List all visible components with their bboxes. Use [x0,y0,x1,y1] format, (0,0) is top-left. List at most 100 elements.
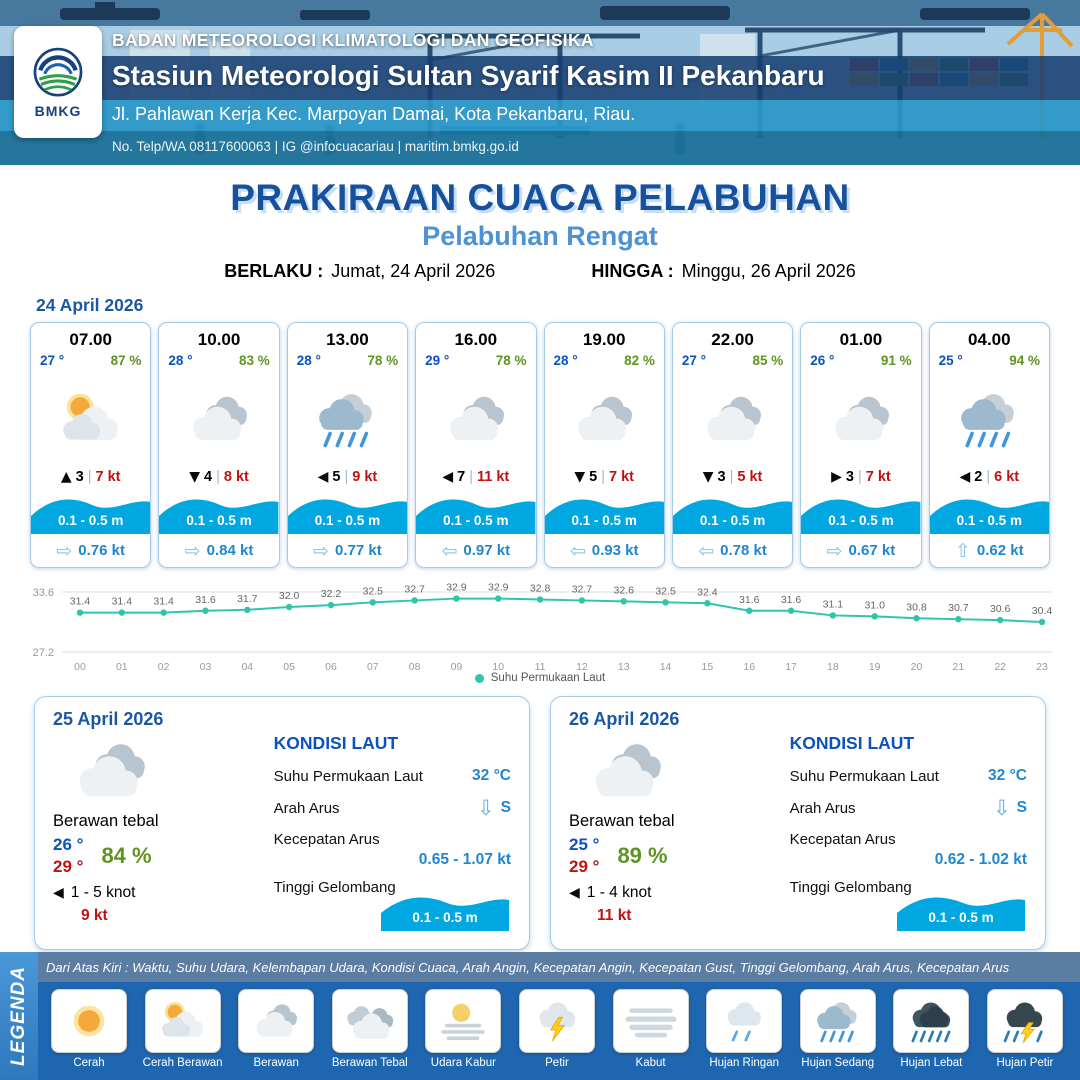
legend-item: Kabut [606,989,696,1080]
station-band [0,56,1080,100]
current-speed: 0.76 kt [78,542,125,559]
svg-text:27.2: 27.2 [33,647,54,659]
org-name: BADAN METEOROLOGI KLIMATOLOGI DAN GEOFIS… [112,30,594,50]
wind-value: 5 [332,469,341,485]
forecast-time: 07.00 [69,330,112,349]
svg-text:14: 14 [660,661,672,672]
daily-wind-range: 1 - 5 knot [70,884,136,901]
svg-text:31.4: 31.4 [153,596,174,608]
station-address: Jl. Pahlawan Kerja Kec. Marpoyan Damai, … [112,104,636,124]
daily-temp-max: 29 ° [53,857,84,876]
daily-temp-humidity: 25 ° 29 ° 89 % [569,835,780,877]
sst-value: 32 °C [988,767,1027,784]
daily-wind: ◀ 1 - 4 knot [569,884,780,902]
wind-speed: 7 kt [865,469,891,485]
svg-text:00: 00 [74,661,86,672]
sst-line-chart: 33.6 27.2 31.4 00 31.4 01 31.4 02 31.6 03 31.7 04 32… [33,582,1053,672]
hingga-value: Minggu, 26 April 2026 [681,261,856,281]
legend-dot-icon [474,673,484,683]
current-direction-icon: ⇨ [56,539,73,562]
wave-height: 0.1 - 0.5 m [186,513,252,528]
separator: | [729,469,734,485]
svg-text:31.6: 31.6 [739,594,760,606]
weather-icon [159,368,278,469]
svg-text:05: 05 [283,661,295,672]
wind-info: ▼ 3 | 5 kt [673,469,792,485]
legend-title: LEGENDA [8,966,29,1066]
wind-value: 5 [589,469,598,485]
wave-height-graphic: 0.1 - 0.5 m [381,885,509,931]
wave-height: 0.1 - 0.5 m [443,513,509,528]
current-direction-icon: ⇨ [184,539,201,562]
svg-text:11: 11 [535,661,546,672]
svg-text:03: 03 [200,661,212,672]
forecast-time: 04.00 [968,330,1011,349]
svg-text:09: 09 [451,661,463,672]
legend-title-column: LEGENDA [0,952,38,1080]
air-temperature: 27 ° [40,353,65,368]
wind-info: ◀ 2 | 6 kt [930,469,1049,485]
legend-item: Udara Kabur [418,989,508,1080]
forecast-card: 22.00 27 ° 85 % ▼ 3 | 5 kt 0.1 - 0.5 m ⇦ 0.78… [671,322,794,568]
svg-text:32.8: 32.8 [530,583,551,595]
legend-item: Berawan Tebal [325,989,415,1080]
forecast-time: 13.00 [326,330,369,349]
legend-note: Dari Atas Kiri : Waktu, Suhu Udara, Kele… [38,952,1080,982]
weather-icon [801,368,920,469]
air-temperature: 28 ° [168,353,193,368]
svg-text:31.6: 31.6 [781,594,802,606]
daily-gust: 11 kt [597,907,632,924]
current-speed-label: Kecepatan Arus [789,831,896,848]
page-subtitle: Pelabuhan Rengat [422,221,658,251]
separator: | [469,469,473,485]
wave-height-band: 0.1 - 0.5 m [929,488,1049,534]
svg-text:18: 18 [827,661,839,672]
sst-value: 32 °C [472,767,511,784]
address-band [0,100,1080,131]
svg-text:30.4: 30.4 [1032,605,1053,617]
separator: | [87,469,92,485]
sst-label: Suhu Permukaan Laut [273,767,423,785]
separator: | [601,469,605,485]
header: BADAN METEOROLOGI KLIMATOLOGI DAN GEOFIS… [0,0,1080,165]
legend-series-label: Suhu Permukaan Laut [490,672,606,684]
svg-text:17: 17 [785,661,797,672]
wave-height-band: 0.1 - 0.5 m [159,488,279,534]
forecast-card: 04.00 25 ° 94 % ◀ 2 | 6 kt 0.1 - 0.5 m ⇧ 0.62… [928,322,1050,568]
svg-text:32.6: 32.6 [614,584,635,596]
svg-text:33.6: 33.6 [33,587,54,599]
current-speed-label: Kecepatan Arus [273,831,380,848]
page-title: PRAKIRAAN CUACA PELABUHAN [230,177,850,218]
wave-height-graphic: 0.1 - 0.5 m [897,885,1025,931]
svg-text:21: 21 [953,661,965,672]
daily-gust: 9 kt [81,907,108,924]
svg-text:16: 16 [743,661,755,672]
wave-height-band: 0.1 - 0.5 m [416,488,536,534]
svg-text:10: 10 [492,661,504,672]
station-contact: No. Telp/WA 08117600063 | IG @infocuacar… [112,139,519,154]
bmkg-logo-label: BMKG [34,103,82,119]
wave-height-band: 0.1 - 0.5 m [801,488,921,534]
weather-icon [930,368,1049,469]
svg-text:31.0: 31.0 [864,599,885,611]
weather-icon [31,368,150,469]
wind-info: ◀ 5 | 9 kt [288,469,407,485]
current-info: ⇧ 0.62 kt [930,534,1049,567]
weather-icon [288,368,407,469]
separator: | [216,469,220,485]
wind-value: 4 [204,469,213,485]
wind-direction-icon: ◀ [569,885,580,901]
separator: | [986,469,991,485]
current-info: ⇨ 0.76 kt [31,534,150,567]
svg-text:06: 06 [325,661,337,672]
air-temperature: 28 ° [296,353,321,368]
forecast-time: 10.00 [197,330,241,349]
legend-item: Cerah [44,989,134,1080]
wave-height-value: 0.1 - 0.5 m [412,910,478,925]
svg-text:32.5: 32.5 [655,585,676,597]
daily-temp-min: 26 ° [53,835,84,854]
legend-section: LEGENDA Dari Atas Kiri : Waktu, Suhu Uda… [0,952,1080,1080]
wave-height-band: 0.1 - 0.5 m [31,488,151,534]
svg-text:32.9: 32.9 [488,582,509,594]
